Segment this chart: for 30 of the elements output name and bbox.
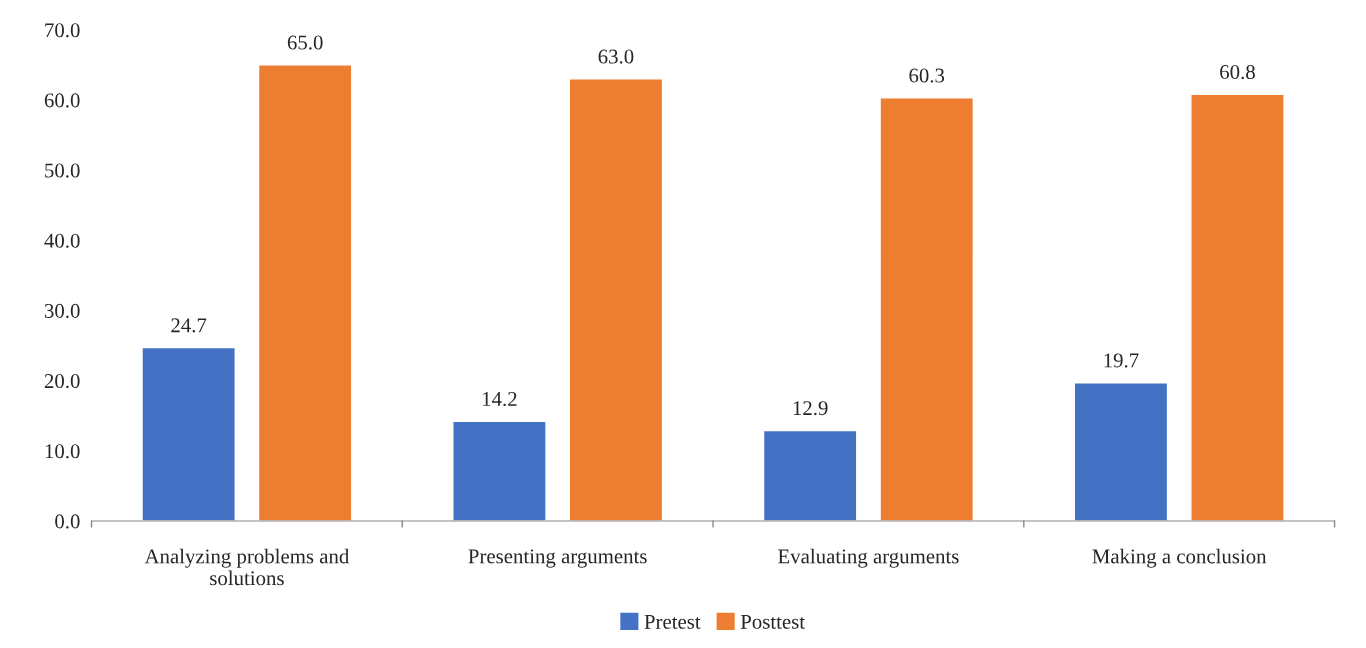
y-tick-label: 50.0 (45, 163, 80, 178)
y-tick-label: 40.0 (44, 233, 80, 248)
x-tick-label: Evaluating arguments (778, 548, 959, 568)
y-tick-label: 0.0 (55, 514, 80, 529)
y-tick-label: 10.0 (45, 444, 80, 459)
bar (568, 78, 664, 521)
data-label: 12.9 (793, 401, 828, 416)
data-label: 24.7 (171, 318, 207, 333)
bar (762, 429, 858, 521)
bar (879, 97, 975, 521)
x-tick-label: Making a conclusion (1092, 548, 1267, 568)
y-tick-label: 30.0 (44, 303, 80, 319)
data-label: 63.0 (598, 49, 634, 64)
bar (257, 64, 353, 521)
data-label: 19.7 (1104, 353, 1139, 368)
data-label: 65.0 (287, 35, 323, 50)
legend-label: Posttest (740, 614, 805, 629)
bar (1073, 382, 1169, 521)
y-tick-label: 20.0 (44, 374, 80, 389)
y-tick-label: 60.0 (44, 93, 80, 108)
data-label: 60.3 (909, 68, 945, 83)
bar (452, 420, 547, 521)
x-tick-label: Presenting arguments (468, 549, 647, 568)
data-label: 60.8 (1220, 64, 1255, 80)
x-tick-label: Analyzing problems and solutions (144, 548, 350, 586)
bar (141, 346, 236, 521)
legend-label: Pretest (644, 614, 701, 629)
data-label: 14.2 (483, 392, 517, 407)
y-tick-label: 70.0 (45, 23, 80, 38)
bar (1190, 93, 1285, 521)
